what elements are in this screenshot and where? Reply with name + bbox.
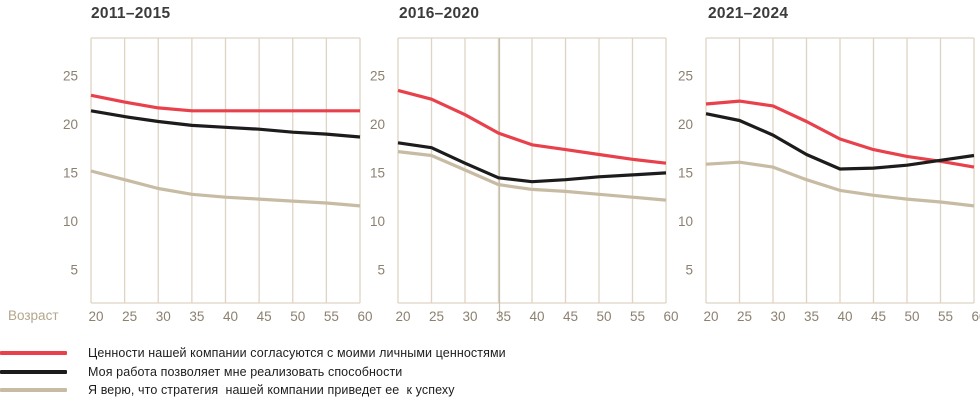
y-tick-label: 10 (63, 214, 78, 229)
x-tick-label: 30 (156, 309, 171, 324)
chart-title-2011-2015: 2011–2015 (91, 5, 171, 22)
series-line-values_alignment (90, 93, 360, 113)
legend-swatch-red-line (0, 351, 67, 356)
y-tick-label: 5 (685, 262, 693, 277)
x-tick-label: 60 (357, 309, 372, 324)
x-tick-label: 25 (429, 309, 444, 324)
series-line-work_abilities (90, 109, 361, 139)
x-axis-label: Возраст (8, 308, 59, 323)
legend: Ценности нашей компании согласуются с мо… (0, 344, 700, 400)
x-tick-label: 45 (257, 309, 272, 324)
x-tick-label: 40 (529, 309, 544, 324)
chart-title-2021-2024: 2021–2024 (708, 5, 789, 22)
series-line-strategy_success (397, 150, 667, 202)
x-tick-label: 20 (88, 309, 103, 324)
charts-canvas: 5 10 15 20 25 20 25 30 35 40 45 50 55 60 5 10 15 20 25 20 25… (63, 37, 980, 324)
chart-2021-2024: 5 10 15 20 25 20 25 30 35 40 45 50 55 60 (678, 37, 980, 324)
y-tick-label: 20 (370, 117, 385, 132)
y-tick-label: 5 (70, 262, 78, 277)
x-tick-label: 30 (462, 309, 477, 324)
series-line-strategy_success (90, 169, 361, 208)
x-tick-label: 55 (630, 309, 645, 324)
legend-item-work-abilities: Моя работа позволяет мне реализовать спо… (0, 363, 700, 382)
x-tick-label: 25 (122, 309, 137, 324)
x-tick-label: 50 (290, 309, 305, 324)
x-tick-label: 20 (703, 309, 718, 324)
x-tick-label: 30 (770, 309, 785, 324)
y-tick-label: 15 (678, 165, 693, 180)
legend-label: Моя работа позволяет мне реализовать спо… (88, 364, 403, 379)
y-tick-label: 10 (370, 214, 385, 229)
chart-2011-2015: 5 10 15 20 25 20 25 30 35 40 45 50 55 60 (63, 37, 373, 324)
x-tick-label: 35 (189, 309, 204, 324)
x-tick-label: 55 (938, 309, 953, 324)
series-line-values_alignment (397, 88, 667, 165)
series-line-values_alignment (705, 99, 975, 169)
legend-item-values-alignment: Ценности нашей компании согласуются с мо… (0, 344, 700, 363)
y-tick-label: 10 (678, 214, 693, 229)
x-tick-label: 60 (971, 309, 980, 324)
series-line-strategy_success (705, 160, 975, 208)
x-tick-label: 60 (663, 309, 678, 324)
y-tick-label: 25 (678, 68, 693, 83)
legend-label: Ценности нашей компании согласуются с мо… (88, 346, 506, 361)
y-tick-label: 25 (63, 68, 78, 83)
y-tick-label: 15 (370, 165, 385, 180)
legend-label: Я верю, что стратегия нашей компании при… (88, 383, 455, 398)
x-tick-label: 45 (871, 309, 886, 324)
legend-swatch-beige-line (0, 388, 67, 393)
x-tick-label: 20 (395, 309, 410, 324)
y-tick-label: 20 (678, 117, 693, 132)
x-tick-label: 25 (737, 309, 752, 324)
y-tick-label: 25 (370, 68, 385, 83)
x-tick-label: 35 (804, 309, 819, 324)
x-tick-label: 45 (563, 309, 578, 324)
x-tick-label: 40 (837, 309, 852, 324)
y-tick-label: 20 (63, 117, 78, 132)
series-line-work_abilities (705, 112, 975, 171)
x-tick-label: 50 (596, 309, 611, 324)
legend-swatch-black-line (0, 369, 67, 374)
y-tick-label: 15 (63, 165, 78, 180)
x-tick-label: 35 (496, 309, 511, 324)
chart-title-2016-2020: 2016–2020 (399, 5, 480, 22)
y-tick-label: 5 (377, 262, 385, 277)
x-tick-label: 40 (223, 309, 238, 324)
chart-2016-2020: 5 10 15 20 25 20 25 30 35 40 45 50 55 60 (370, 37, 679, 324)
legend-item-strategy-success: Я верю, что стратегия нашей компании при… (0, 381, 700, 400)
series-line-work_abilities (397, 141, 667, 184)
x-tick-label: 50 (904, 309, 919, 324)
x-tick-label: 55 (324, 309, 339, 324)
